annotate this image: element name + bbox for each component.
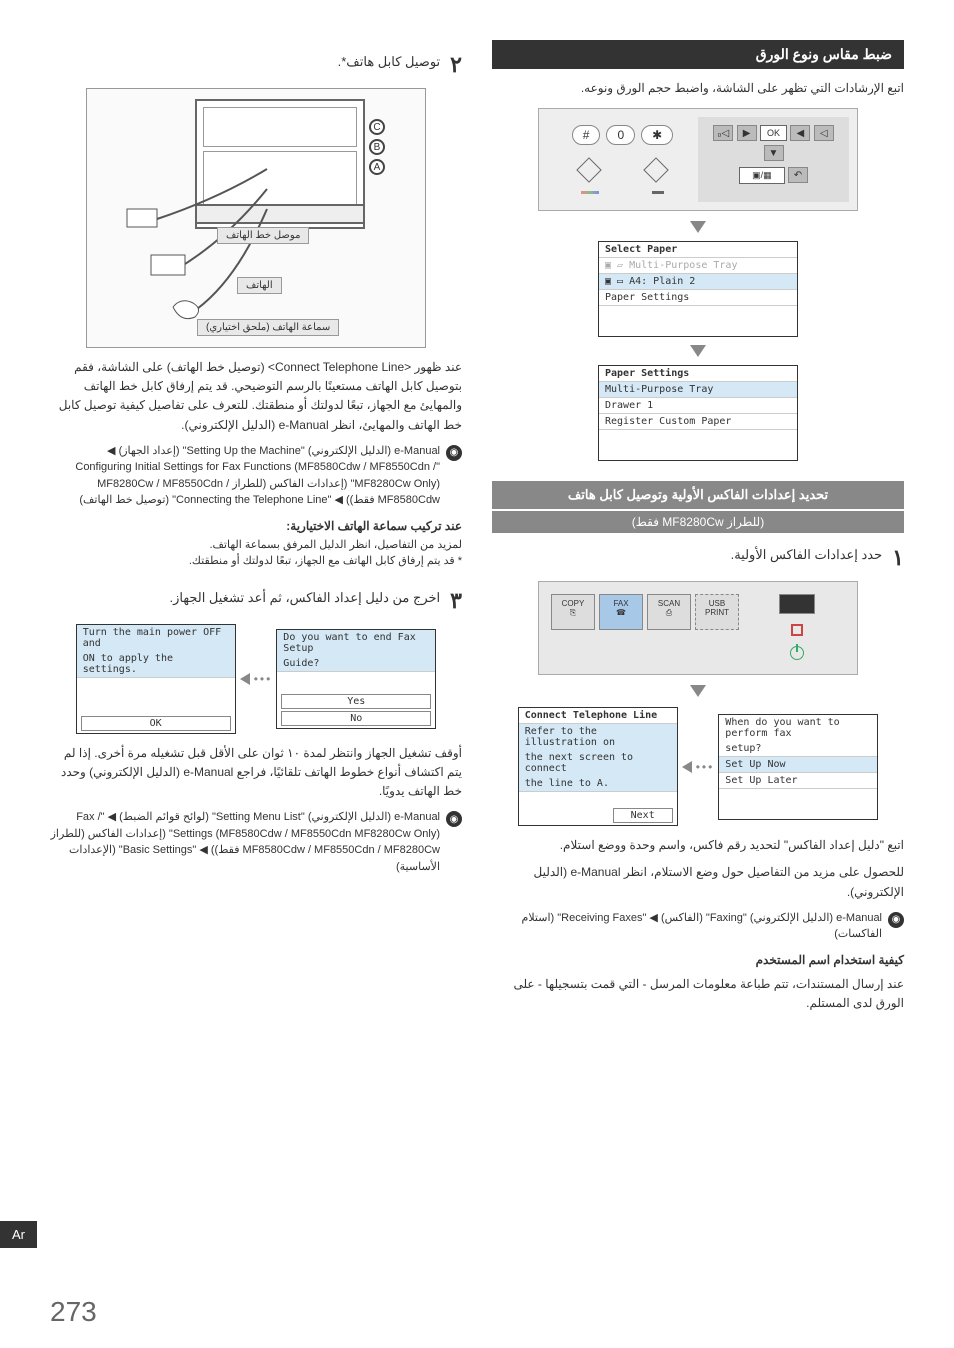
lcd2-row2: Drawer 1: [599, 398, 797, 414]
indicator-right: [581, 191, 599, 194]
zero-key: 0: [606, 125, 635, 145]
mode-button-panel: COPY⎘ FAX☎ SCAN⎙ USB PRINT: [538, 581, 858, 675]
reference-setup-machine: e-Manual (الدليل الإلكتروني) "Setting Up…: [50, 443, 440, 509]
lcd1-row1: Multi-Purpose Tray: [629, 260, 737, 271]
arrow-down-icon: [690, 345, 706, 357]
dr-l2: setup?: [719, 741, 877, 757]
d3l-ok-btn: OK: [81, 716, 231, 731]
d3l-l1: Turn the main power OFF and: [77, 625, 235, 651]
intro-text: اتبع الإرشادات التي تظهر على الشاشة، واض…: [492, 79, 904, 98]
handset-p2: * قد يتم إرفاق كابل الهاتف مع الجهاز، تب…: [50, 553, 462, 570]
printer-connection-diagram: C B A موصل خط الهاتف الهاتف سماعة الهاتف…: [86, 88, 426, 348]
step-number-1: ١: [892, 545, 904, 571]
usage-heading: كيفية استخدام اسم المستخدم: [492, 953, 904, 967]
dl-l1: Refer to the illustration on: [519, 724, 677, 750]
fax-section-subheader: (للطراز MF8280Cw فقط): [492, 511, 904, 533]
cable-lines: [117, 159, 297, 329]
disc-icon: ◉: [446, 445, 462, 461]
step-number-3: ٣: [450, 588, 462, 614]
d3r-l1: Do you want to end Fax Setup: [277, 630, 435, 656]
dr-l1: When do you want to perform fax: [719, 715, 877, 741]
handset-label: سماعة الهاتف (ملحق اختياري): [197, 319, 339, 336]
fax-section-header: تحديد إعدادات الفاكس الأولية وتوصيل كابل…: [492, 481, 904, 509]
lcd2-row3: Register Custom Paper: [599, 414, 797, 430]
step-number-2: ٢: [450, 52, 462, 78]
usb-mode-button: USB PRINT: [695, 594, 739, 630]
disc-icon: ◉: [888, 912, 904, 928]
port-c-label: C: [369, 119, 385, 135]
dl-l2: the next screen to connect: [519, 750, 677, 776]
dl-title: Connect Telephone Line: [519, 708, 677, 724]
d3l-l2: ON to apply the settings.: [77, 651, 235, 678]
phone-label: الهاتف: [237, 277, 282, 294]
language-badge: Ar: [0, 1221, 37, 1248]
dots-icon: •••: [696, 760, 715, 774]
dual-screen-fax-setup: Connect Telephone Line Refer to the illu…: [492, 707, 904, 826]
port-b-label: B: [369, 139, 385, 155]
indicator-left: [652, 191, 664, 194]
lcd-select-paper: Select Paper ▣ ▱ Multi-Purpose Tray ▣ ▭ …: [598, 241, 798, 337]
step-2-text: توصيل كابل هاتف*.: [338, 52, 441, 70]
start-mono-icon: [644, 157, 669, 182]
star-key: ✱: [641, 125, 673, 145]
reference-faxing: e-Manual (الدليل الإلكتروني) "Faxing" (ا…: [492, 910, 882, 943]
copy-mode-button: COPY⎘: [551, 594, 595, 630]
connect-line-para: عند ظهور <Connect Telephone Line> (توصيل…: [50, 358, 462, 435]
lcd1-row2: A4: Plain 2: [629, 276, 695, 287]
restart-para: أوقف تشغيل الجهاز وانتظر لمدة ١٠ ثوان عل…: [50, 744, 462, 802]
lcd1-title: Select Paper: [599, 242, 797, 258]
d3r-l2: Guide?: [277, 656, 435, 672]
stop-icon: [791, 624, 803, 636]
arrow-down-icon: [690, 685, 706, 697]
step-3-text: اخرج من دليل إعداد الفاكس، ثم أعد تشغيل …: [170, 588, 441, 606]
dl-next-btn: Next: [613, 808, 673, 823]
line-connector-label: موصل خط الهاتف: [217, 227, 309, 244]
dr-opt2: Set Up Later: [719, 773, 877, 789]
usage-text: عند إرسال المستندات، تتم طباعة معلومات ا…: [492, 975, 904, 1013]
d3r-yes-btn: Yes: [281, 694, 431, 709]
page-number: 273: [50, 1296, 97, 1328]
handset-heading: عند تركيب سماعة الهاتف الاختيارية:: [50, 519, 462, 533]
disc-icon: ◉: [446, 811, 462, 827]
dots-icon: •••: [254, 672, 273, 686]
reference-setting-menu: e-Manual (الدليل الإلكتروني) "Setting Me…: [50, 809, 440, 875]
power-icon: [790, 646, 804, 660]
scan-mode-button: SCAN⎙: [647, 594, 691, 630]
arrow-down-icon: [690, 221, 706, 233]
hash-key: #: [572, 125, 601, 145]
d3r-no-btn: No: [281, 711, 431, 726]
arrow-left-icon: [682, 761, 692, 773]
arrow-left-icon: [240, 673, 250, 685]
start-color-icon: [576, 157, 601, 182]
control-panel-illustration: ◁ ◀ OK ▶ ◁₀ ▼ ↶ ▦/▣ ✱ 0 #: [538, 108, 858, 211]
step-1-text: حدد إعدادات الفاكس الأولية.: [731, 545, 883, 563]
lcd1-row3: Paper Settings: [599, 290, 797, 306]
display-icon: [779, 594, 815, 614]
after-dual-p2: للحصول على مزيد من التفاصيل حول وضع الاس…: [492, 863, 904, 901]
port-a-label: A: [369, 159, 385, 175]
lcd-paper-settings: Paper Settings Multi-Purpose Tray Drawer…: [598, 365, 798, 461]
after-dual-p1: اتبع "دليل إعداد الفاكس" لتحديد رقم فاكس…: [492, 836, 904, 855]
fax-mode-button: FAX☎: [599, 594, 643, 630]
handset-p1: لمزيد من التفاصيل، انظر الدليل المرفق بس…: [50, 537, 462, 554]
lcd2-title: Paper Settings: [599, 366, 797, 382]
section-header-paper: ضبط مقاس ونوع الورق: [492, 40, 904, 69]
dl-l3: the line to A.: [519, 776, 677, 792]
lcd2-row1: Multi-Purpose Tray: [599, 382, 797, 398]
dual-screen-end-setup: Turn the main power OFF and ON to apply …: [50, 624, 462, 734]
dr-opt1: Set Up Now: [719, 757, 877, 773]
